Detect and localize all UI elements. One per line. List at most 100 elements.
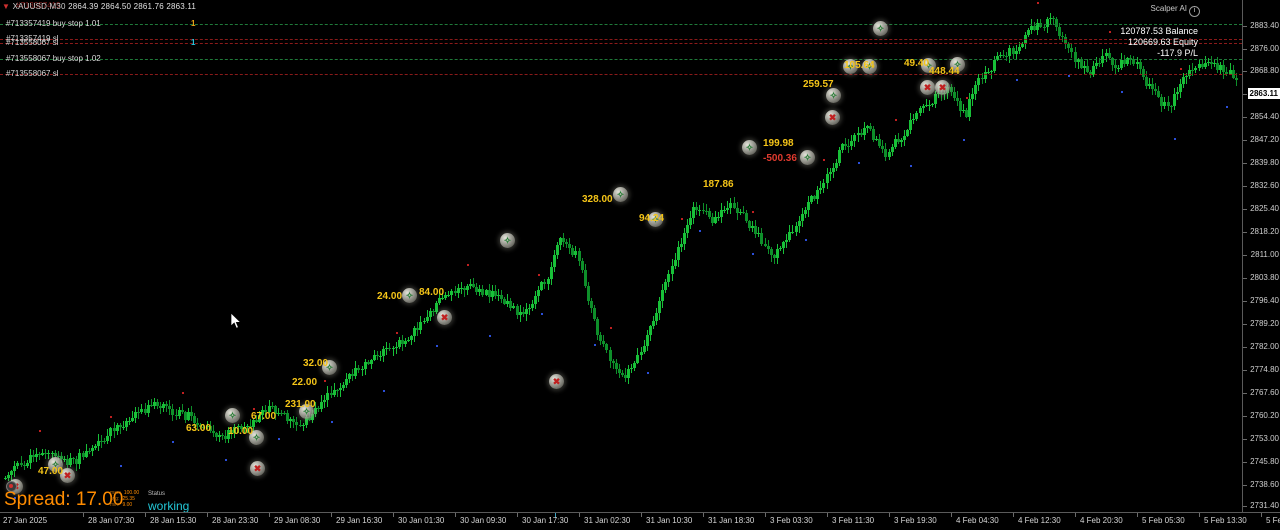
candle — [50, 0, 54, 512]
candle — [841, 0, 844, 512]
candle — [1107, 0, 1111, 512]
buy-trade-marker[interactable]: ✧ — [843, 59, 858, 74]
trade-profit-label: 10.00 — [228, 426, 254, 437]
candle — [227, 0, 231, 512]
candle — [924, 0, 928, 512]
buy-trade-marker[interactable]: ✧ — [862, 59, 877, 74]
candle — [97, 0, 100, 512]
order-level-line[interactable] — [0, 43, 1242, 44]
candle — [614, 0, 618, 512]
buy-trade-marker[interactable]: ✧ — [322, 360, 337, 375]
candle — [360, 0, 364, 512]
buy-trade-marker[interactable]: ✧ — [500, 233, 515, 248]
time-tick-label: 31 Jan 10:30 — [646, 516, 693, 525]
candle — [1213, 0, 1216, 512]
candle — [25, 0, 29, 512]
indicator-dot — [538, 273, 541, 276]
candle — [918, 0, 922, 512]
sell-trade-marker[interactable]: ✖ — [935, 80, 950, 95]
buy-trade-marker[interactable]: ✧ — [950, 57, 965, 72]
candle — [289, 0, 293, 512]
buy-trade-marker[interactable]: ✧ — [613, 187, 628, 202]
sell-trade-marker[interactable]: ✖ — [250, 461, 265, 476]
candle — [106, 0, 110, 512]
sell-trade-marker[interactable]: ✖ — [437, 310, 452, 325]
price-tick-label: 2839.80 — [1250, 158, 1279, 167]
buy-trade-marker[interactable]: ✧ — [648, 212, 663, 227]
buy-arrow-icon: ✧ — [745, 142, 754, 152]
buy-trade-marker[interactable]: ✧ — [800, 150, 815, 165]
candle — [664, 0, 668, 512]
candle — [453, 0, 457, 512]
candle — [38, 0, 42, 512]
candle — [927, 0, 931, 512]
candle — [958, 0, 962, 512]
buy-trade-marker[interactable]: ✧ — [402, 288, 417, 303]
candle — [140, 0, 144, 512]
candle — [4, 0, 7, 512]
buy-trade-marker[interactable]: ✧ — [48, 457, 63, 472]
order-label[interactable]: #713357419 buy stop 1.01 — [6, 19, 101, 28]
candle — [124, 0, 128, 512]
indicator-dot — [172, 440, 175, 443]
buy-trade-marker[interactable]: ✧ — [299, 404, 314, 419]
symbol-ghost-text: #713357419 — [16, 1, 61, 10]
indicator-dot — [910, 164, 913, 167]
candle — [689, 0, 693, 512]
price-tick-mark — [1243, 26, 1247, 27]
sell-trade-marker[interactable]: ✖ — [920, 80, 935, 95]
order-level-line[interactable] — [0, 74, 1242, 75]
candle — [41, 0, 45, 512]
order-label[interactable]: #713558067 sl — [6, 69, 59, 78]
sell-cross-icon: ✖ — [253, 463, 262, 473]
order-label[interactable]: #713558067 buy stop 1.02 — [6, 54, 101, 63]
buy-trade-marker[interactable]: ✧ — [826, 88, 841, 103]
order-volume-marker: 1 — [191, 19, 196, 28]
order-label[interactable]: #713558067 sl — [6, 38, 59, 47]
candle — [1116, 0, 1120, 512]
time-tick-label: 30 Jan 01:30 — [398, 516, 445, 525]
candle — [565, 0, 569, 512]
buy-trade-marker[interactable]: ✧ — [873, 21, 888, 36]
price-tick-mark — [1243, 163, 1247, 164]
candle — [596, 0, 600, 512]
indicator-dot — [1037, 2, 1040, 5]
buy-trade-marker[interactable]: ✧ — [225, 408, 240, 423]
order-label[interactable]: #713357419 sl — [6, 34, 59, 43]
indicator-dots-layer — [14, 2, 1229, 500]
order-level-line[interactable] — [0, 24, 1242, 25]
candle — [896, 0, 900, 512]
time-tick-mark — [517, 513, 518, 517]
candle — [872, 0, 875, 512]
order-level-line[interactable] — [0, 59, 1242, 60]
candle — [59, 0, 63, 512]
price-axis[interactable]: 2883.402876.002868.802861.602854.402847.… — [1242, 0, 1280, 512]
candle — [673, 0, 677, 512]
sell-trade-marker[interactable]: ✖ — [825, 110, 840, 125]
ea-smiley-icon: i — [1189, 6, 1200, 17]
candle — [577, 0, 581, 512]
trade-profit-label: 259.57 — [803, 79, 834, 90]
price-tick-label: 2767.60 — [1250, 388, 1279, 397]
buy-trade-marker[interactable]: ✧ — [921, 58, 936, 73]
indicator-dot — [1173, 138, 1176, 141]
chart-plot-area[interactable]: #713357419 buy stop 1.01 1 #713357419 sl #7… — [0, 0, 1242, 512]
order-level-line[interactable] — [0, 39, 1242, 40]
time-tick-label: 3 Feb 11:30 — [832, 516, 875, 525]
candle — [1017, 0, 1021, 512]
candle — [354, 0, 358, 512]
candle — [217, 0, 221, 512]
spread-min-value: 9.00 — [122, 502, 133, 508]
candle — [738, 0, 742, 512]
candle — [813, 0, 817, 512]
buy-trade-marker[interactable]: ✧ — [249, 430, 264, 445]
candle — [611, 0, 615, 512]
sell-trade-marker[interactable]: ✖ — [549, 374, 564, 389]
candle — [537, 0, 541, 512]
buy-trade-marker[interactable]: ✧ — [742, 140, 757, 155]
price-tick-label: 2782.00 — [1250, 342, 1279, 351]
price-tick-label: 2738.60 — [1250, 480, 1279, 489]
candle — [385, 0, 389, 512]
time-axis[interactable]: 27 Jan 2025 28 Jan 07:30 28 Jan 15:30 28 Ja… — [0, 512, 1280, 530]
sell-trade-marker[interactable]: ✖ — [60, 468, 75, 483]
